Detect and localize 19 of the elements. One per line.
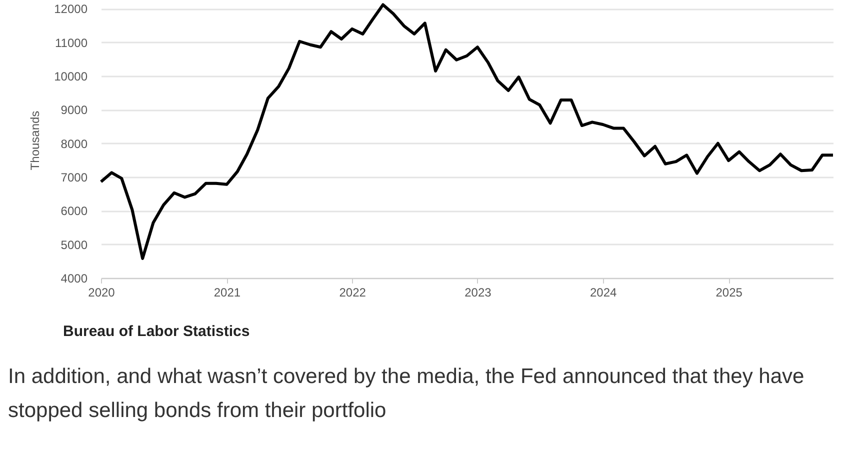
y-tick-label: 12000	[54, 2, 88, 16]
x-tick-label: 2024	[590, 286, 618, 300]
x-tick-label: 2021	[214, 286, 241, 300]
y-tick-label: 4000	[60, 272, 88, 286]
line-series	[100, 3, 834, 260]
y-tick-label: 11000	[55, 36, 88, 50]
text: In addition, and what wasn’t covered by the media, the Fed announced that they have stopped selling bonds from their portfolio	[8, 364, 806, 424]
text: Bureau of Labor Statistics	[63, 323, 250, 340]
x-tick-label: 2025	[716, 286, 743, 300]
x-tick-label: 2020	[88, 286, 116, 300]
x-tick-label: 2022	[339, 286, 366, 300]
y-tick-label: 9000	[60, 103, 88, 118]
y-tick-label: 10000	[54, 70, 88, 84]
y-axis-title: Thousands	[28, 110, 42, 170]
y-tick-label: 7000	[60, 170, 88, 185]
y-tick-label: 5000	[60, 238, 88, 252]
y-tick-label: 8000	[60, 136, 88, 151]
x-tick-label: 2023	[464, 286, 492, 300]
y-tick-label: 6000	[60, 204, 88, 218]
